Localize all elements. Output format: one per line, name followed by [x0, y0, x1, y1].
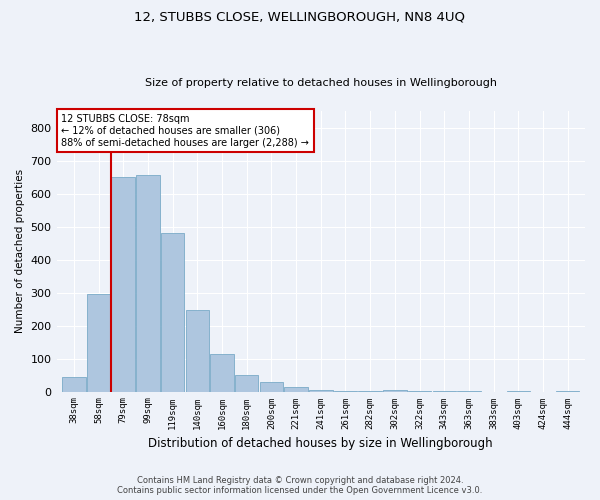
Bar: [87, 294, 110, 392]
Bar: [235, 375, 259, 392]
Bar: [433, 391, 456, 392]
Bar: [112, 177, 135, 392]
Bar: [309, 390, 332, 392]
Bar: [284, 388, 308, 392]
Bar: [62, 376, 86, 392]
Text: Contains HM Land Registry data © Crown copyright and database right 2024.
Contai: Contains HM Land Registry data © Crown c…: [118, 476, 482, 495]
Y-axis label: Number of detached properties: Number of detached properties: [15, 169, 25, 334]
Bar: [161, 233, 184, 392]
Bar: [383, 390, 407, 392]
Bar: [210, 354, 234, 392]
Text: 12 STUBBS CLOSE: 78sqm
← 12% of detached houses are smaller (306)
88% of semi-de: 12 STUBBS CLOSE: 78sqm ← 12% of detached…: [61, 114, 310, 148]
Bar: [334, 390, 357, 392]
Bar: [556, 391, 580, 392]
Title: Size of property relative to detached houses in Wellingborough: Size of property relative to detached ho…: [145, 78, 497, 88]
Bar: [260, 382, 283, 392]
Bar: [185, 310, 209, 392]
X-axis label: Distribution of detached houses by size in Wellingborough: Distribution of detached houses by size …: [148, 437, 493, 450]
Bar: [136, 176, 160, 392]
Text: 12, STUBBS CLOSE, WELLINGBOROUGH, NN8 4UQ: 12, STUBBS CLOSE, WELLINGBOROUGH, NN8 4U…: [134, 10, 466, 23]
